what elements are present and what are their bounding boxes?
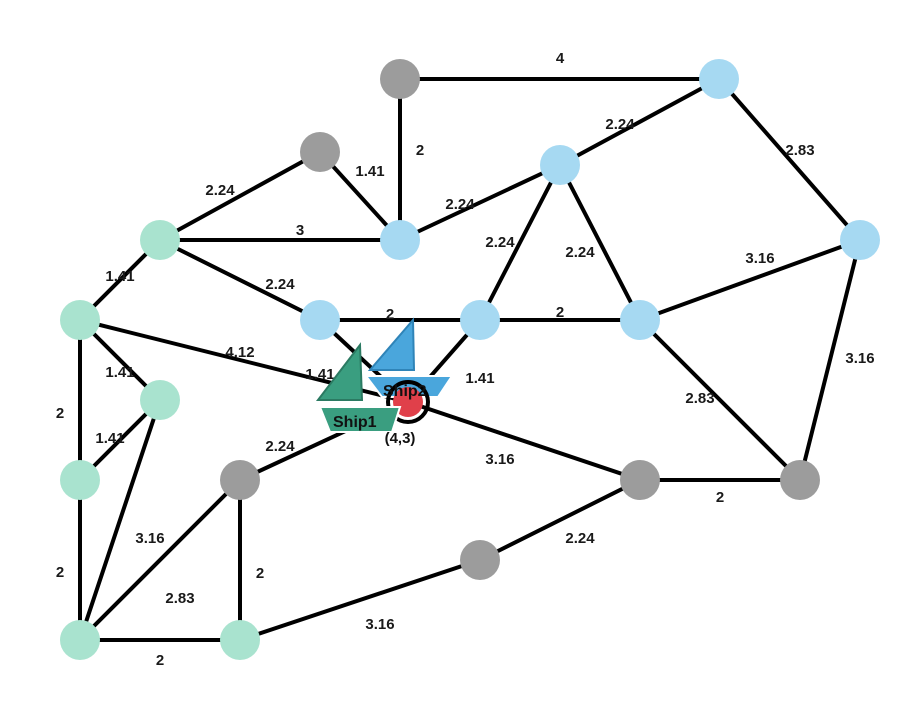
- node-b6[interactable]: [460, 300, 500, 340]
- node-c[interactable]: [393, 387, 423, 417]
- edge-b2-b1: [558, 77, 721, 167]
- edge-weight-label: 2: [56, 405, 64, 422]
- node-g5[interactable]: [460, 540, 500, 580]
- ship2-label: Ship2: [383, 383, 427, 400]
- node-g1[interactable]: [380, 59, 420, 99]
- ship2-sail: [367, 317, 416, 371]
- edge-weight-label: 2.24: [565, 530, 595, 547]
- edge-weight-label: 1.41: [105, 364, 134, 381]
- edge-b1-b4: [717, 77, 862, 242]
- ship1-marker[interactable]: [315, 342, 402, 433]
- node-b5[interactable]: [300, 300, 340, 340]
- edge-g5-t6: [238, 558, 482, 642]
- edge-weight-label: 1.41: [355, 163, 384, 180]
- coordinate-label: (4,3): [385, 430, 416, 447]
- edge-weight-label: 2: [716, 489, 724, 506]
- ship1-label: Ship1: [333, 414, 377, 431]
- node-layer: [60, 59, 880, 660]
- node-t4[interactable]: [60, 460, 100, 500]
- edge-weight-label: 1.41: [465, 370, 494, 387]
- edge-g3-t5: [78, 478, 242, 642]
- edge-g2-t1: [158, 150, 322, 242]
- node-t5[interactable]: [60, 620, 100, 660]
- edge-weight-label: 2.83: [165, 590, 194, 607]
- edge-b2-b6: [478, 163, 562, 322]
- edge-weight-label: 2.24: [265, 276, 295, 293]
- edge-b3-b2: [398, 163, 562, 242]
- edge-weight-label: 2: [386, 306, 394, 323]
- edge-weight-label: 1.41: [105, 268, 134, 285]
- edge-weight-label: 3.16: [485, 451, 514, 468]
- edge-b2-b7: [558, 163, 642, 322]
- edge-t3-t5: [78, 398, 162, 642]
- edge-weight-label: 3.16: [745, 250, 774, 267]
- edge-weight-label: 2.83: [785, 142, 814, 159]
- edge-weight-label: 2.83: [685, 390, 714, 407]
- edge-b7-b4: [638, 238, 862, 322]
- node-b3[interactable]: [380, 220, 420, 260]
- edge-weight-label: 2: [56, 564, 64, 581]
- edge-weight-label: 4.12: [225, 344, 254, 361]
- edge-weight-label: 2: [556, 304, 564, 321]
- ship1-sail: [315, 342, 364, 401]
- node-t2[interactable]: [60, 300, 100, 340]
- edge-weight-label: 3: [296, 222, 304, 239]
- node-b1[interactable]: [699, 59, 739, 99]
- edge-weight-label: 3.16: [135, 530, 164, 547]
- edge-weight-label: 4: [556, 50, 565, 67]
- edge-c-g4: [406, 400, 642, 482]
- node-t1[interactable]: [140, 220, 180, 260]
- node-t6[interactable]: [220, 620, 260, 660]
- node-g6[interactable]: [780, 460, 820, 500]
- edge-weight-label: 2.24: [485, 234, 515, 251]
- node-g3[interactable]: [220, 460, 260, 500]
- current-position-ring: [386, 380, 430, 424]
- edge-weight-label: 2: [416, 142, 424, 159]
- edge-weight-label: 2: [256, 565, 264, 582]
- edge-weight-label: 3.16: [365, 616, 394, 633]
- edge-weight-label: 3.16: [845, 350, 874, 367]
- edge-b7-g6: [638, 318, 802, 482]
- edge-weight-label: 2.24: [445, 196, 475, 213]
- edge-weight-label: 2.24: [565, 244, 595, 261]
- edge-weight-label: 2.24: [265, 438, 295, 455]
- edge-g4-g5: [478, 478, 642, 562]
- edge-weight-label: 1.41: [95, 430, 124, 447]
- node-b7[interactable]: [620, 300, 660, 340]
- ship2-marker[interactable]: [363, 317, 454, 398]
- node-g4[interactable]: [620, 460, 660, 500]
- node-b4[interactable]: [840, 220, 880, 260]
- ship1-hull: [318, 406, 402, 433]
- edge-weight-label: 2.24: [605, 116, 635, 133]
- edge-t1-b5: [158, 238, 322, 322]
- node-t3[interactable]: [140, 380, 180, 420]
- edge-b4-g6: [798, 238, 862, 482]
- edge-label-layer: 4 2 2.24 2.83 2.24 1.41 3 2.24 2.24 2.24 2.24 3.16 1…: [56, 50, 875, 669]
- edge-weight-label: 2.24: [205, 182, 235, 199]
- edge-weight-label: 2: [156, 652, 164, 669]
- ship2-hull: [363, 375, 454, 398]
- node-g2[interactable]: [300, 132, 340, 172]
- edge-weight-label: 1.41: [305, 366, 334, 383]
- node-b2[interactable]: [540, 145, 580, 185]
